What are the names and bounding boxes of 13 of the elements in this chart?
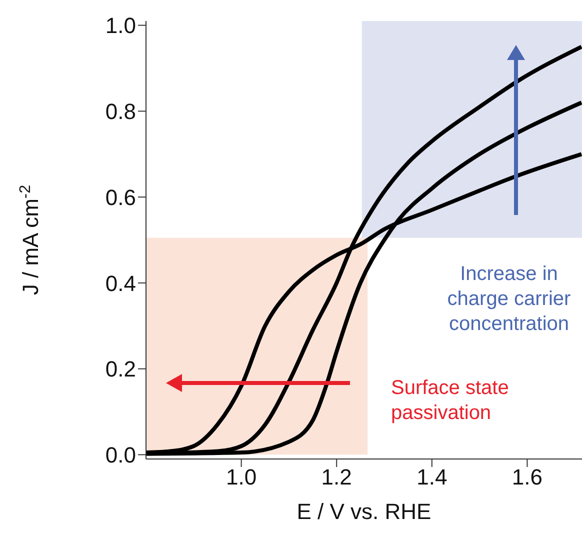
y-tick-label: 0.2 bbox=[105, 356, 136, 382]
x-axis-title: E / V vs. RHE bbox=[296, 499, 432, 524]
y-tick-label: 0.0 bbox=[105, 442, 136, 468]
x-tick-label: 1.2 bbox=[321, 464, 352, 490]
x-tick-label: 1.6 bbox=[512, 464, 542, 490]
band-label: Surface state passivation bbox=[391, 376, 510, 426]
y-tick-label: 0.4 bbox=[105, 270, 136, 296]
x-tick-label: 1.0 bbox=[226, 464, 257, 490]
y-tick-label: 1.0 bbox=[105, 13, 136, 38]
band-label: Increase in charge carrier concentration bbox=[446, 262, 572, 337]
y-tick-label: 0.6 bbox=[105, 184, 136, 210]
x-tick-label: 1.4 bbox=[416, 464, 448, 490]
y-tick-label: 0.8 bbox=[105, 98, 136, 124]
